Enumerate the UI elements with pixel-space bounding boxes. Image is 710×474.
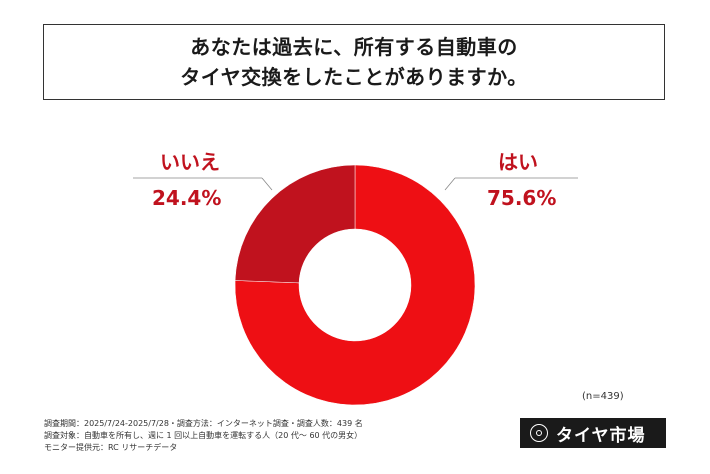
footer-line-2: 調査対象：自動車を所有し、週に 1 回以上自動車を運転する人（20 代～ 60 … [44, 431, 363, 440]
brand-logo-text: タイヤ市場 [556, 425, 646, 446]
sample-size-note: (n=439) [582, 391, 624, 402]
donut-slice-yes [234, 164, 476, 406]
brand-logo: タイヤ市場 [520, 418, 666, 448]
title-box: あなたは過去に、所有する自動車の タイヤ交換をしたことがありますか。 [43, 24, 665, 100]
title-line-2: タイヤ交換をしたことがありますか。 [180, 65, 528, 89]
value-label-yes: 75.6% [487, 186, 557, 210]
category-label-yes: はい [498, 150, 538, 174]
tire-logo-icon [530, 424, 548, 442]
title-line-1: あなたは過去に、所有する自動車の [190, 35, 518, 59]
leader-line-no-diagonal [261, 177, 273, 191]
leader-line-yes-diagonal [444, 177, 456, 191]
survey-footer: 調査期間：2025/7/24-2025/7/28・調査方法：インターネット調査・… [44, 418, 363, 454]
value-label-no: 24.4% [152, 186, 222, 210]
donut-slice-no [234, 164, 356, 284]
category-label-no: いいえ [160, 150, 220, 174]
footer-line-1: 調査期間：2025/7/24-2025/7/28・調査方法：インターネット調査・… [44, 419, 363, 428]
footer-line-3: モニター提供元：RC リサーチデータ [44, 443, 178, 452]
